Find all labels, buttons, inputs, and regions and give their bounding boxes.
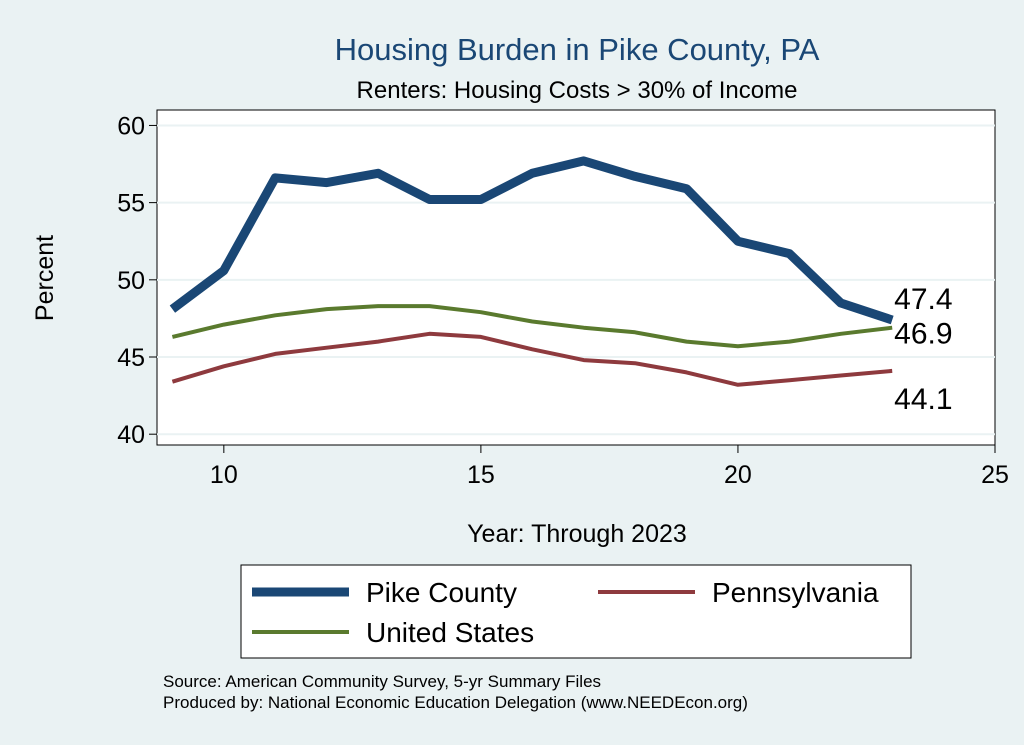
x-axis: 10 15 20 25 (210, 445, 1009, 489)
x-tick-label: 20 (724, 461, 752, 489)
chart-title: Housing Burden in Pike County, PA (335, 32, 820, 67)
series-line-pike-county (169, 156, 894, 325)
x-tick-label: 10 (210, 461, 238, 489)
series-line-pennsylvania (171, 331, 893, 387)
y-tick-label: 40 (117, 421, 145, 449)
y-axis: 40 45 50 55 60 (117, 112, 157, 449)
legend-label-pike-county: Pike County (366, 577, 517, 608)
chart-subtitle: Renters: Housing Costs > 30% of Income (357, 77, 798, 104)
y-tick-label: 50 (117, 267, 145, 295)
produced-by-note: Produced by: National Economic Education… (163, 693, 748, 712)
y-tick-label: 60 (117, 112, 145, 140)
x-tick-label: 25 (981, 461, 1009, 489)
legend: Pike County Pennsylvania United States (252, 577, 879, 648)
legend-label-united-states: United States (366, 617, 534, 648)
y-axis-label: Percent (31, 235, 59, 321)
end-label-pennsylvania: 44.1 (894, 383, 952, 416)
legend-box (240, 564, 912, 659)
y-tick-label: 55 (117, 190, 145, 218)
end-label-pike-county: 47.4 (894, 283, 952, 316)
series-line-united-states (171, 304, 893, 349)
end-label-united-states: 46.9 (894, 318, 952, 351)
y-tick-label: 45 (117, 344, 145, 372)
legend-label-pennsylvania: Pennsylvania (712, 577, 879, 608)
end-labels: 47.4 44.1 46.9 (894, 283, 952, 416)
x-axis-label: Year: Through 2023 (467, 520, 687, 548)
series-lines (169, 156, 894, 387)
source-note: Source: American Community Survey, 5-yr … (163, 672, 601, 691)
x-tick-label: 15 (467, 461, 495, 489)
